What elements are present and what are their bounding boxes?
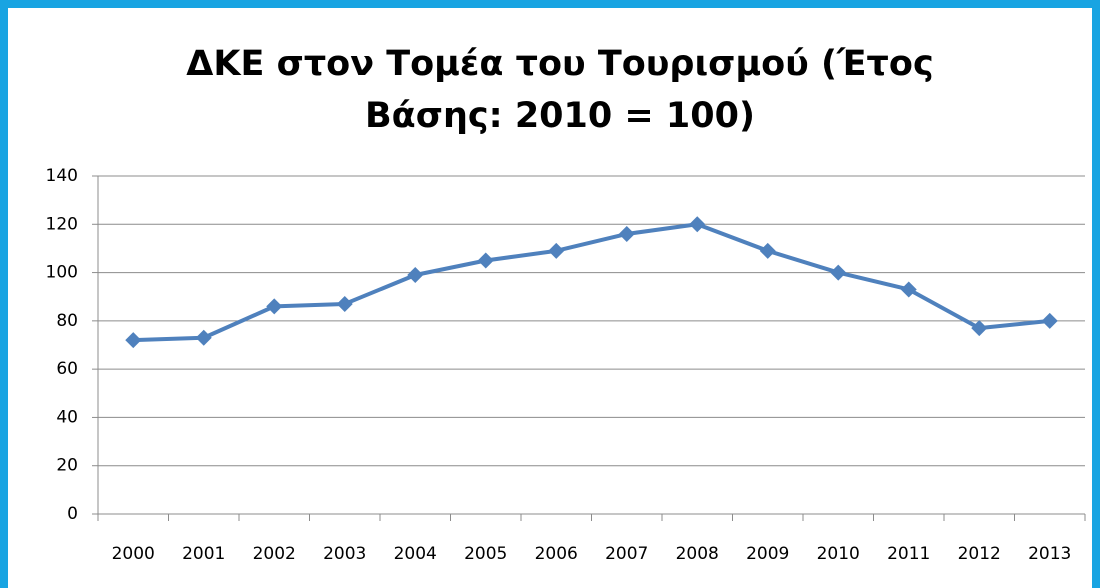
y-tick-label: 60 (56, 359, 78, 379)
x-tick-label: 2000 (112, 544, 155, 564)
y-tick-label: 120 (46, 214, 78, 234)
series-line (133, 222, 1050, 343)
data-point (971, 320, 988, 337)
x-tick-label: 2009 (746, 544, 789, 564)
data-point (407, 266, 424, 283)
x-tick-label: 2012 (958, 544, 1001, 564)
y-tick-label: 100 (46, 263, 78, 283)
data-point (548, 242, 565, 259)
x-tick-label: 2004 (394, 544, 437, 564)
data-point (195, 329, 212, 346)
data-point (900, 281, 917, 298)
x-tick-label: 2010 (817, 544, 860, 564)
x-tick-label: 2002 (253, 544, 296, 564)
x-tick-label: 2013 (1028, 544, 1071, 564)
data-point (266, 298, 283, 315)
panel (8, 8, 1092, 588)
data-point (618, 225, 635, 242)
chart-title: ΔΚΕ στον Τομέα του Τουρισμού (Έτος Βάσης… (186, 44, 934, 136)
y-tick-label: 0 (67, 504, 78, 524)
x-tick-label: 2003 (323, 544, 366, 564)
data-point (830, 264, 847, 281)
y-tick-label: 80 (56, 311, 78, 331)
data-point (336, 295, 353, 312)
data-point (689, 216, 706, 233)
y-tick-label: 20 (56, 456, 78, 476)
x-tick-label: 2008 (676, 544, 719, 564)
y-tick-label: 140 (46, 166, 78, 186)
data-point (1041, 312, 1058, 329)
x-tick-label: 2006 (535, 544, 578, 564)
y-tick-label: 40 (56, 407, 78, 427)
x-tick-label: 2005 (464, 544, 507, 564)
data-point (125, 332, 142, 349)
x-tick-label: 2011 (887, 544, 930, 564)
data-point (477, 252, 494, 269)
data-point (759, 242, 776, 259)
x-tick-label: 2001 (182, 544, 225, 564)
x-tick-label: 2007 (605, 544, 648, 564)
